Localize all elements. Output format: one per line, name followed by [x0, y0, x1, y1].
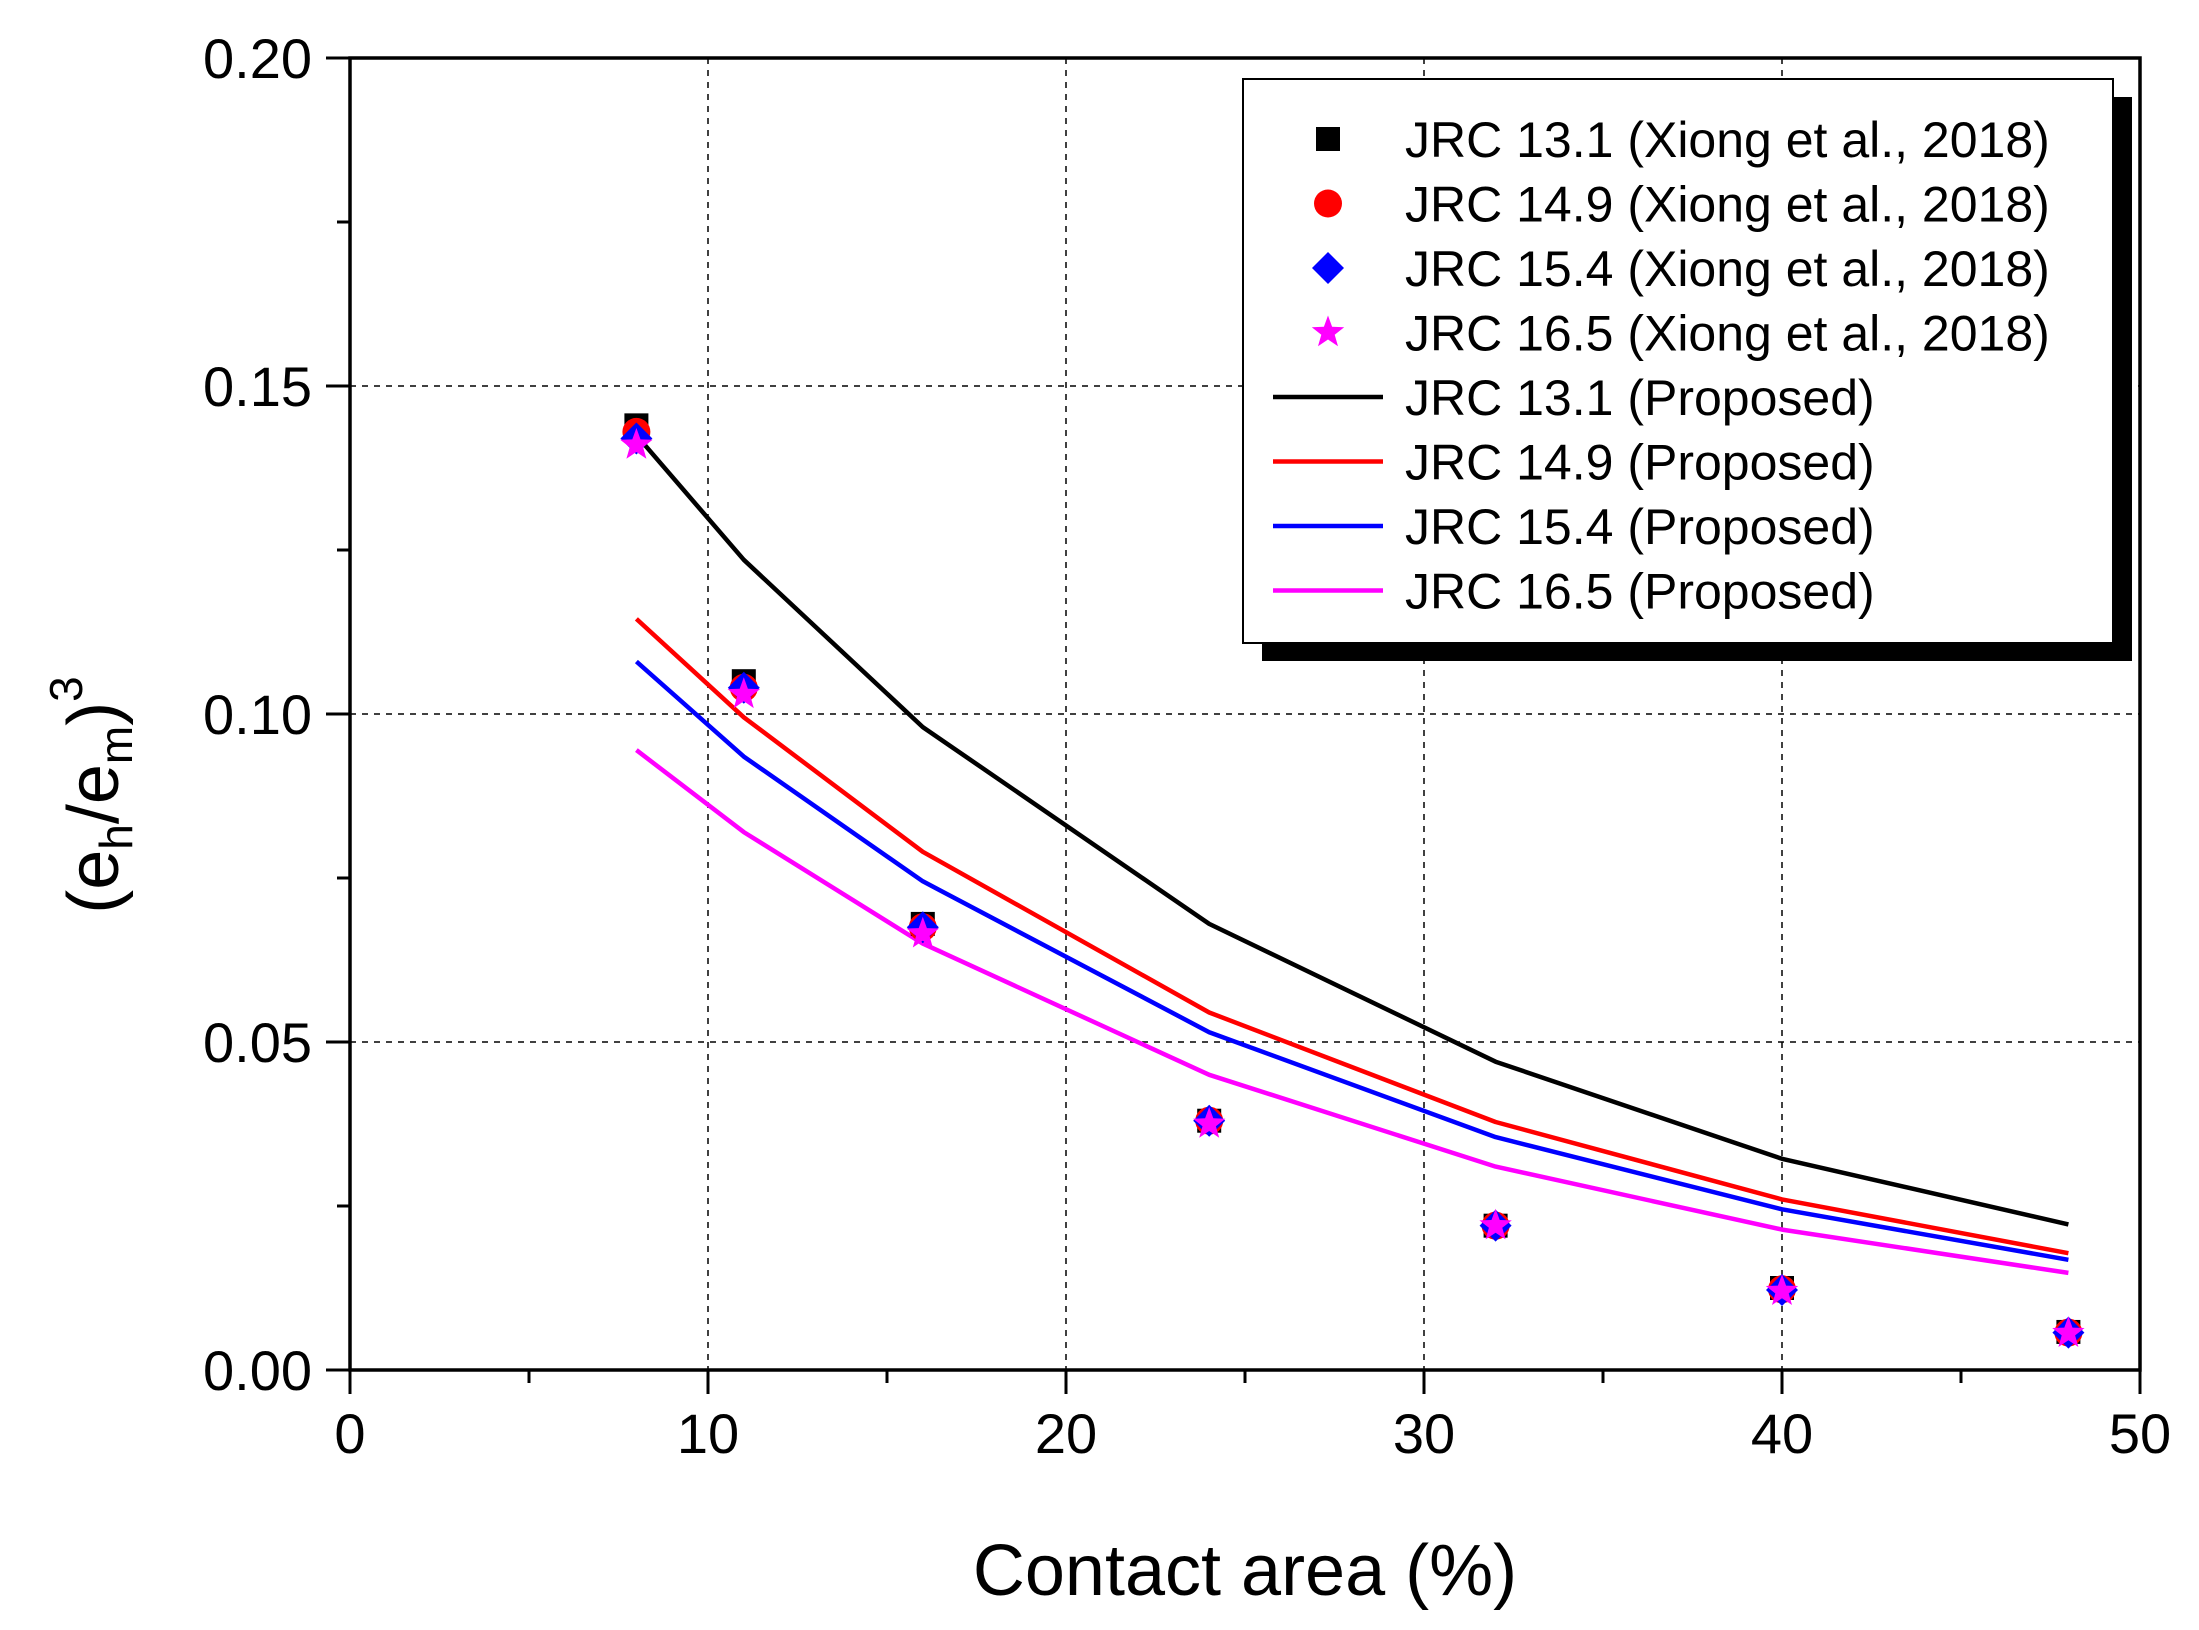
scatter-jrc-16-5-xiong-et-al-2018	[620, 428, 2085, 1347]
legend-entry: JRC 16.5 (Proposed)	[1273, 564, 1875, 620]
legend-label: JRC 14.9 (Proposed)	[1405, 435, 1875, 491]
axis-layer: 0 10 20 30 40 50 0.00 0.05 0.10 0.15 0.20	[203, 27, 2171, 1465]
line-jrc-13-1-proposed	[634, 433, 2069, 1227]
y-tick-label: 0.10	[203, 683, 312, 746]
legend-label: JRC 16.5 (Xiong et al., 2018)	[1405, 306, 2050, 362]
legend: JRC 13.1 (Xiong et al., 2018) JRC 14.9 (X…	[1242, 78, 2132, 661]
legend-marker	[1316, 127, 1340, 151]
legend-label: JRC 15.4 (Xiong et al., 2018)	[1405, 241, 2050, 297]
legend-marker	[1312, 252, 1344, 284]
legend-label: JRC 13.1 (Proposed)	[1405, 370, 1875, 426]
data-point	[1193, 1107, 1226, 1138]
line-jrc-14-9-proposed	[634, 617, 2069, 1256]
y-tick-label: 0.15	[203, 355, 312, 418]
data-point	[2052, 1316, 2085, 1347]
y-tick-label: 0.05	[203, 1011, 312, 1074]
y-axis-title: (eh/em)3	[40, 676, 142, 914]
x-tick-label: 20	[1035, 1402, 1097, 1465]
legend-marker	[1311, 315, 1345, 347]
legend-entry: JRC 15.4 (Proposed)	[1273, 499, 1875, 555]
x-axis-title: Contact area (%)	[973, 1531, 1517, 1611]
y-axis-title-mid: /e	[54, 764, 134, 824]
y-axis-title-sup-3: 3	[40, 676, 92, 702]
x-tick-label: 40	[1751, 1402, 1813, 1465]
legend-entry: JRC 13.1 (Proposed)	[1273, 370, 1875, 426]
series-layer	[620, 413, 2085, 1349]
data-point	[906, 916, 939, 948]
data-point	[1765, 1274, 1799, 1305]
legend-label: JRC 16.5 (Proposed)	[1405, 564, 1875, 620]
x-tick-label: 10	[677, 1402, 739, 1465]
legend-entry: JRC 14.9 (Proposed)	[1273, 435, 1875, 491]
x-tick-label: 50	[2109, 1402, 2171, 1465]
legend-entry: JRC 14.9 (Xiong et al., 2018)	[1314, 177, 2050, 233]
y-tick-label: 0.00	[203, 1339, 312, 1402]
x-tick-label: 30	[1393, 1402, 1455, 1465]
legend-label: JRC 14.9 (Xiong et al., 2018)	[1405, 177, 2050, 233]
data-point	[1479, 1208, 1512, 1240]
y-axis-title-close: )	[54, 702, 134, 726]
legend-marker	[1314, 189, 1342, 218]
line-jrc-15-4-proposed	[634, 659, 2069, 1263]
legend-label: JRC 15.4 (Proposed)	[1405, 499, 1875, 555]
legend-entries: JRC 13.1 (Xiong et al., 2018) JRC 14.9 (X…	[1273, 112, 2050, 620]
x-tick-label: 0	[334, 1402, 365, 1465]
y-axis-title-open: (e	[54, 850, 134, 914]
y-axis-title-sub-h: h	[90, 824, 142, 850]
legend-entry: JRC 13.1 (Xiong et al., 2018)	[1316, 112, 2050, 168]
legend-box	[1242, 78, 2114, 644]
y-tick-label: 0.20	[203, 27, 312, 90]
legend-label: JRC 13.1 (Xiong et al., 2018)	[1405, 112, 2050, 168]
legend-entry: JRC 15.4 (Xiong et al., 2018)	[1312, 241, 2050, 297]
y-axis-title-sub-m: m	[90, 726, 142, 764]
data-point	[727, 677, 760, 709]
line-jrc-16-5-proposed	[635, 748, 2069, 1276]
data-point	[620, 428, 653, 459]
legend-entry: JRC 16.5 (Xiong et al., 2018)	[1311, 306, 2050, 362]
